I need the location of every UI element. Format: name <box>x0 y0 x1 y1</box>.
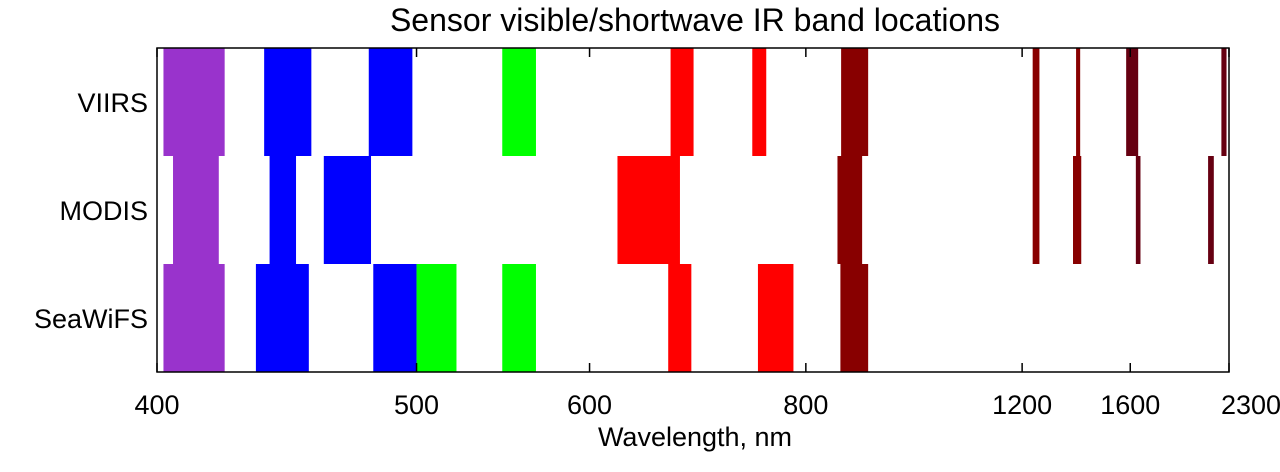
x-tick-label: 1200 <box>992 390 1052 420</box>
band-viirs-1 <box>264 48 312 156</box>
band-viirs-9 <box>1126 48 1139 156</box>
band-seawifs-6 <box>757 264 794 372</box>
x-tick-label: 600 <box>567 390 612 420</box>
band-viirs-4 <box>670 48 694 156</box>
band-seawifs-0 <box>163 264 225 372</box>
y-tick-label: MODIS <box>59 196 148 226</box>
band-modis-3 <box>617 156 680 264</box>
x-tick-label: 800 <box>783 390 828 420</box>
band-viirs-3 <box>502 48 536 156</box>
y-axis: VIIRS MODIS SeaWiFS <box>34 88 148 334</box>
band-modis-0 <box>173 156 219 264</box>
x-tick-label: 1600 <box>1100 390 1160 420</box>
x-axis-label: Wavelength, nm <box>598 422 792 452</box>
band-modis-8 <box>1208 156 1214 264</box>
plot-frame <box>156 47 1230 373</box>
band-viirs-10 <box>1221 48 1227 156</box>
x-tick-label: 2300 <box>1221 390 1280 420</box>
band-modis-1 <box>269 156 297 264</box>
chart-title: Sensor visible/shortwave IR band locatio… <box>390 2 1000 38</box>
band-viirs-2 <box>368 48 413 156</box>
x-axis: 400 500 600 800 1200 1600 2300 <box>134 48 1280 420</box>
band-modis-6 <box>1073 156 1082 264</box>
band-seawifs-2 <box>373 264 417 372</box>
band-viirs-6 <box>841 48 869 156</box>
band-viirs-8 <box>1076 48 1081 156</box>
band-viirs-0 <box>163 48 225 156</box>
y-tick-label: VIIRS <box>77 88 148 118</box>
band-modis-7 <box>1135 156 1141 264</box>
band-modis-4 <box>837 156 863 264</box>
band-seawifs-5 <box>668 264 692 372</box>
x-tick-label: 400 <box>134 390 179 420</box>
band-modis-5 <box>1032 156 1040 264</box>
band-seawifs-3 <box>416 264 457 372</box>
band-seawifs-7 <box>840 264 869 372</box>
band-modis-2 <box>323 156 372 264</box>
band-seawifs-1 <box>255 264 309 372</box>
x-tick-label: 500 <box>394 390 439 420</box>
bands-layer <box>163 48 1227 372</box>
band-viirs-7 <box>1032 48 1040 156</box>
band-seawifs-4 <box>502 264 536 372</box>
band-viirs-5 <box>752 48 767 156</box>
y-tick-label: SeaWiFS <box>34 304 148 334</box>
